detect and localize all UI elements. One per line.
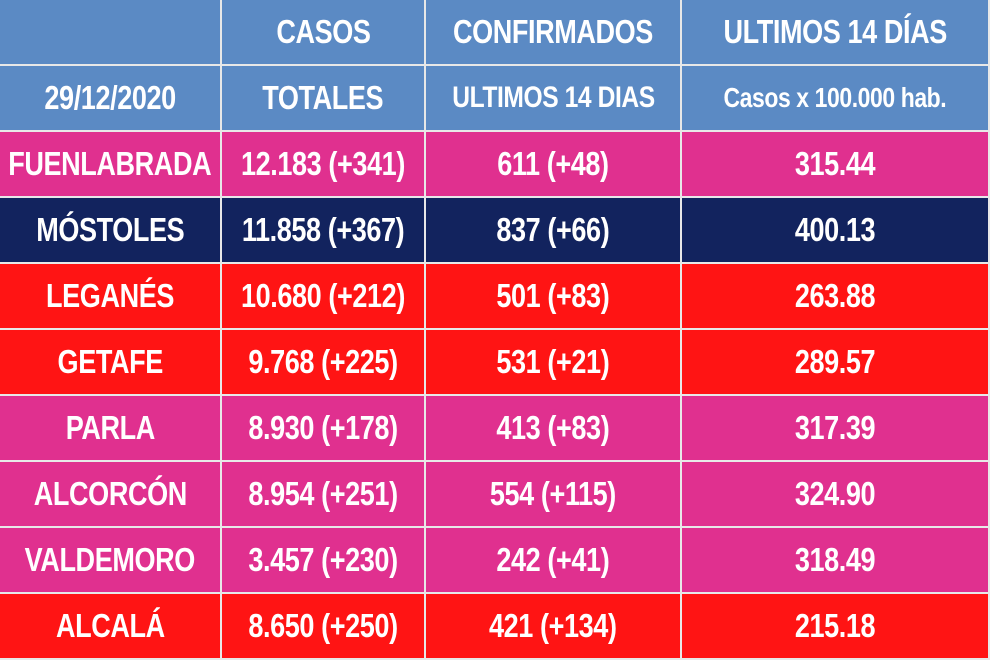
total-cell: 11.858 (+367) bbox=[222, 198, 426, 264]
header-confirmados-label: CONFIRMADOS bbox=[453, 13, 653, 50]
header-confirmados: CONFIRMADOS bbox=[426, 0, 682, 66]
total-value: 12.183 (+341) bbox=[241, 145, 405, 182]
header-casos: CASOS bbox=[222, 0, 426, 66]
rate-cell: 215.18 bbox=[682, 594, 990, 660]
rate-value: 215.18 bbox=[794, 607, 876, 644]
city-name: FUENLABRADA bbox=[8, 145, 212, 182]
city-cell: ALCALÁ bbox=[0, 594, 222, 660]
rate-cell: 289.57 bbox=[682, 330, 990, 396]
total-cell: 9.768 (+225) bbox=[222, 330, 426, 396]
last14-value: 554 (+115) bbox=[489, 475, 617, 512]
rate-cell: 324.90 bbox=[682, 462, 990, 528]
last14-value: 242 (+41) bbox=[496, 541, 610, 578]
rate-value: 318.49 bbox=[794, 541, 876, 578]
city-name: VALDEMORO bbox=[24, 541, 196, 578]
total-cell: 3.457 (+230) bbox=[222, 528, 426, 594]
last14-value: 611 (+48) bbox=[497, 145, 609, 182]
rate-value: 289.57 bbox=[794, 343, 876, 380]
city-cell: ALCORCÓN bbox=[0, 462, 222, 528]
total-value: 8.930 (+178) bbox=[248, 409, 398, 446]
rate-value: 317.39 bbox=[794, 409, 876, 446]
last14-cell: 531 (+21) bbox=[426, 330, 682, 396]
total-value: 9.768 (+225) bbox=[248, 343, 398, 380]
total-value: 3.457 (+230) bbox=[248, 541, 398, 578]
city-name: MÓSTOLES bbox=[35, 211, 185, 248]
city-cell: LEGANÉS bbox=[0, 264, 222, 330]
total-cell: 8.650 (+250) bbox=[222, 594, 426, 660]
city-cell: MÓSTOLES bbox=[0, 198, 222, 264]
header-ultimos-14-dias: ULTIMOS 14 DÍAS bbox=[682, 0, 990, 66]
total-value: 10.680 (+212) bbox=[241, 277, 405, 314]
last14-cell: 413 (+83) bbox=[426, 396, 682, 462]
rate-value: 263.88 bbox=[794, 277, 876, 314]
rate-cell: 318.49 bbox=[682, 528, 990, 594]
header-ultimos-14-dias-sub-label: ULTIMOS 14 DIAS bbox=[451, 81, 655, 114]
header-date-label: 29/12/2020 bbox=[44, 79, 176, 116]
city-cell: VALDEMORO bbox=[0, 528, 222, 594]
city-name: PARLA bbox=[65, 409, 155, 446]
city-name: ALCALÁ bbox=[55, 607, 165, 644]
header-corner bbox=[0, 0, 222, 66]
total-cell: 12.183 (+341) bbox=[222, 132, 426, 198]
city-cell: FUENLABRADA bbox=[0, 132, 222, 198]
city-cell: GETAFE bbox=[0, 330, 222, 396]
last14-cell: 837 (+66) bbox=[426, 198, 682, 264]
header-date: 29/12/2020 bbox=[0, 66, 222, 132]
last14-cell: 501 (+83) bbox=[426, 264, 682, 330]
total-cell: 10.680 (+212) bbox=[222, 264, 426, 330]
rate-cell: 263.88 bbox=[682, 264, 990, 330]
city-name: LEGANÉS bbox=[46, 277, 174, 314]
rate-value: 324.90 bbox=[794, 475, 876, 512]
rate-value: 315.44 bbox=[794, 145, 876, 182]
header-casos-x-100000: Casos x 100.000 hab. bbox=[682, 66, 990, 132]
header-casos-x-100000-label: Casos x 100.000 hab. bbox=[723, 82, 947, 113]
header-casos-label: CASOS bbox=[275, 13, 371, 50]
header-totales: TOTALES bbox=[222, 66, 426, 132]
city-name: GETAFE bbox=[57, 343, 163, 380]
header-ultimos-14-dias-label: ULTIMOS 14 DÍAS bbox=[723, 13, 947, 50]
total-value: 8.650 (+250) bbox=[248, 607, 398, 644]
last14-cell: 421 (+134) bbox=[426, 594, 682, 660]
last14-value: 421 (+134) bbox=[489, 607, 617, 644]
header-totales-label: TOTALES bbox=[262, 79, 384, 116]
city-cell: PARLA bbox=[0, 396, 222, 462]
last14-value: 837 (+66) bbox=[496, 211, 610, 248]
last14-cell: 554 (+115) bbox=[426, 462, 682, 528]
last14-value: 501 (+83) bbox=[496, 277, 610, 314]
city-name: ALCORCÓN bbox=[33, 475, 187, 512]
total-value: 8.954 (+251) bbox=[248, 475, 398, 512]
last14-cell: 611 (+48) bbox=[426, 132, 682, 198]
rate-cell: 400.13 bbox=[682, 198, 990, 264]
total-cell: 8.954 (+251) bbox=[222, 462, 426, 528]
rate-cell: 317.39 bbox=[682, 396, 990, 462]
rate-cell: 315.44 bbox=[682, 132, 990, 198]
total-cell: 8.930 (+178) bbox=[222, 396, 426, 462]
last14-cell: 242 (+41) bbox=[426, 528, 682, 594]
last14-value: 413 (+83) bbox=[496, 409, 610, 446]
last14-value: 531 (+21) bbox=[496, 343, 610, 380]
rate-value: 400.13 bbox=[794, 211, 876, 248]
header-ultimos-14-dias-sub: ULTIMOS 14 DIAS bbox=[426, 66, 682, 132]
total-value: 11.858 (+367) bbox=[241, 211, 405, 248]
